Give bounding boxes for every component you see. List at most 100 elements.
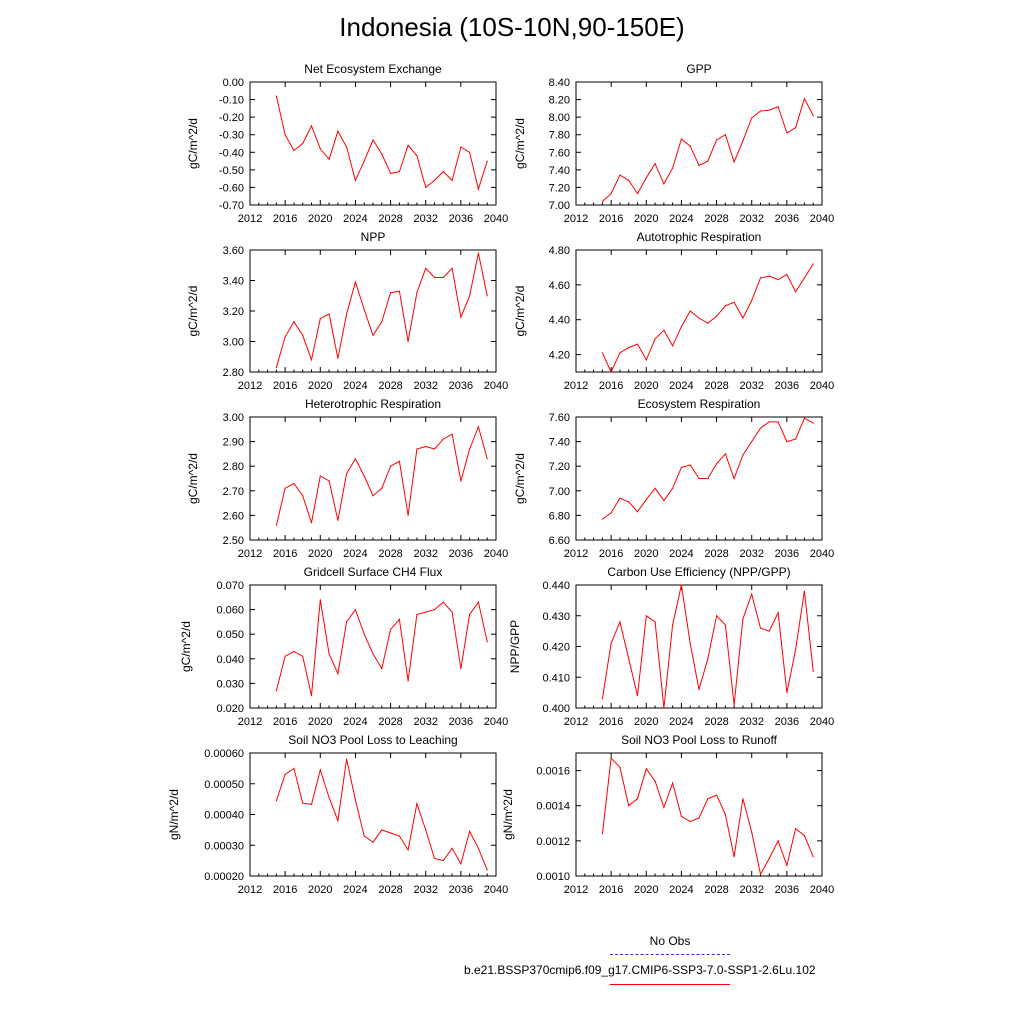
- y-tick-label: 0.020: [216, 703, 244, 715]
- data-point: [433, 857, 436, 860]
- data-point: [768, 109, 770, 111]
- data-point: [689, 464, 691, 466]
- y-tick-label: 3.00: [223, 412, 244, 424]
- data-point: [698, 164, 700, 167]
- data-point: [302, 495, 304, 497]
- x-tick-label: 2028: [704, 884, 728, 896]
- data-point: [390, 465, 392, 467]
- data-point: [759, 427, 762, 429]
- data-point: [372, 841, 374, 843]
- data-point: [346, 146, 348, 148]
- data-point: [363, 475, 365, 477]
- chart-title: GPP: [686, 62, 711, 76]
- series-line: [275, 425, 488, 526]
- data-point: [619, 766, 621, 768]
- data-point: [751, 441, 753, 443]
- data-point: [451, 267, 453, 269]
- x-tick-label: 2016: [273, 380, 297, 392]
- data-point: [425, 186, 427, 188]
- plot-frame: [575, 249, 823, 373]
- data-point: [768, 275, 770, 277]
- data-point: [628, 347, 630, 349]
- y-tick-label: 4.20: [549, 350, 570, 362]
- data-point: [619, 174, 621, 176]
- x-tick-label: 2040: [810, 548, 834, 560]
- data-point: [786, 132, 788, 134]
- data-point: [328, 313, 330, 315]
- data-point: [777, 421, 779, 423]
- data-point: [636, 511, 639, 513]
- data-point: [672, 624, 674, 626]
- y-axis-label: gC/m^2/d: [513, 453, 527, 504]
- data-point: [486, 295, 488, 297]
- data-point: [477, 426, 479, 428]
- x-tick-label: 2020: [634, 884, 658, 896]
- data-point: [689, 820, 691, 823]
- data-point: [716, 615, 718, 617]
- data-point: [469, 448, 471, 450]
- y-tick-label: 3.40: [223, 276, 244, 288]
- data-point: [293, 767, 295, 770]
- y-tick-label: 0.440: [542, 580, 570, 592]
- data-point: [328, 797, 330, 799]
- data-point: [768, 630, 770, 632]
- y-tick-label: 2.70: [223, 486, 244, 498]
- data-point: [390, 628, 392, 630]
- data-point: [768, 421, 770, 423]
- y-tick-label: 8.20: [549, 95, 570, 107]
- series-line: [275, 252, 488, 368]
- x-tick-label: 2040: [810, 884, 834, 896]
- y-tick-label: 0.060: [216, 605, 244, 617]
- data-point: [302, 655, 304, 657]
- data-point: [390, 292, 392, 294]
- page-title: Indonesia (10S-10N,90-150E): [339, 12, 685, 42]
- x-tick-label: 2020: [308, 884, 332, 896]
- y-tick-label: 0.00060: [204, 748, 244, 760]
- y-tick-label: 7.00: [549, 200, 570, 212]
- data-point: [777, 106, 779, 108]
- y-tick-label: 0.430: [542, 611, 570, 623]
- data-point: [284, 336, 286, 338]
- data-point: [354, 458, 356, 460]
- data-point: [707, 322, 709, 324]
- data-point: [346, 758, 348, 760]
- x-tick-label: 2040: [810, 716, 834, 728]
- data-point: [346, 621, 348, 623]
- x-tick-label: 2028: [378, 884, 402, 896]
- y-tick-label: 4.60: [549, 280, 570, 292]
- data-point: [663, 329, 665, 331]
- data-point: [372, 139, 374, 141]
- y-tick-label: 7.80: [549, 130, 570, 142]
- data-point: [663, 500, 665, 502]
- data-point: [812, 856, 814, 858]
- data-point: [451, 433, 453, 435]
- chart-title: Soil NO3 Pool Loss to Runoff: [621, 733, 778, 747]
- x-tick-label: 2020: [308, 380, 332, 392]
- data-point: [319, 769, 321, 771]
- data-point: [707, 160, 709, 162]
- data-point: [663, 707, 665, 709]
- data-point: [786, 441, 788, 443]
- data-point: [372, 653, 374, 655]
- data-point: [346, 473, 348, 475]
- data-point: [469, 613, 471, 616]
- data-point: [354, 609, 356, 611]
- series-line: [275, 95, 488, 192]
- data-point: [293, 321, 295, 323]
- data-point: [610, 642, 612, 645]
- data-point: [707, 658, 709, 660]
- data-point: [310, 803, 313, 806]
- y-tick-label: 0.400: [542, 703, 570, 715]
- y-tick-label: 7.20: [549, 461, 570, 473]
- x-tick-label: 2028: [704, 213, 728, 225]
- data-point: [319, 475, 321, 477]
- data-point: [337, 130, 339, 132]
- x-tick-label: 2028: [704, 716, 728, 728]
- data-point: [733, 301, 735, 303]
- data-point: [275, 95, 277, 97]
- series-line: [601, 263, 814, 374]
- data-point: [363, 308, 365, 311]
- y-tick-label: 0.050: [216, 629, 244, 641]
- y-tick-label: 0.070: [216, 580, 244, 592]
- y-axis-label: gN/m^2/d: [167, 789, 181, 840]
